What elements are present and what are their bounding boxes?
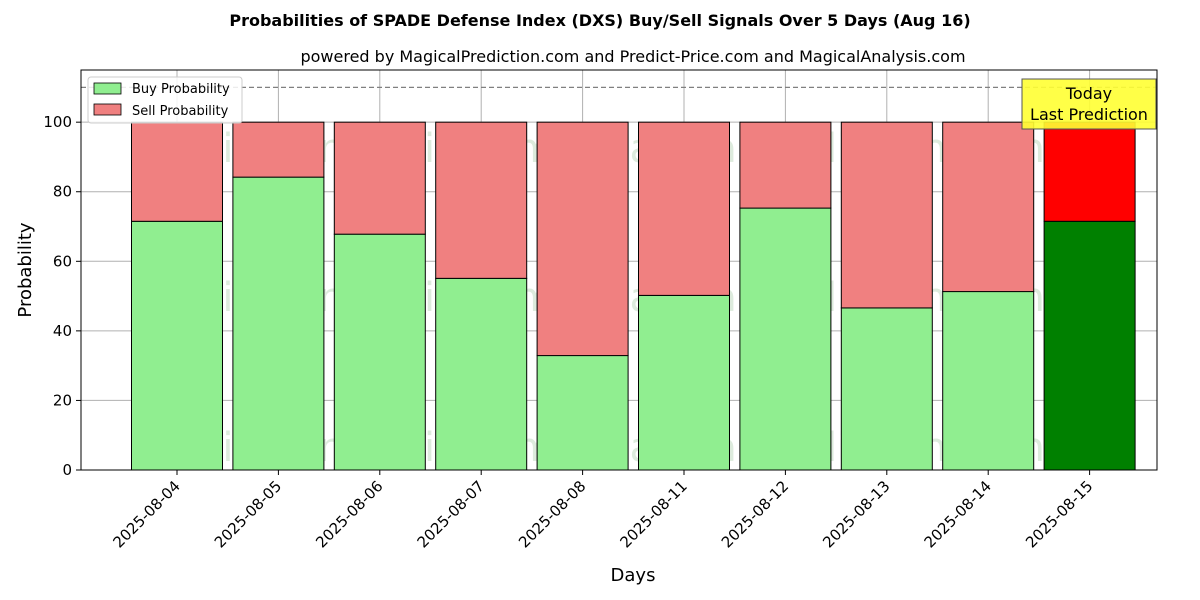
plot-frame [80, 69, 1158, 471]
bars-layer [131, 121, 1136, 471]
bar-sell-2025-08-12 [739, 121, 832, 209]
y-tick-label: 100 [43, 113, 72, 131]
x-tick-label: 2025-08-14 [921, 477, 995, 551]
bar-buy-2025-08-04 [131, 220, 223, 471]
y-tick-label: 60 [53, 252, 72, 270]
legend-label-sell: Sell Probability [132, 104, 229, 119]
legend-box [87, 76, 243, 124]
y-tick-label: 40 [53, 322, 72, 340]
x-tick-label: 2025-08-04 [109, 477, 183, 551]
x-tick-label: 2025-08-11 [616, 477, 690, 551]
legend-label-buy: Buy Probability [132, 82, 230, 97]
annotation-line-2: Last Prediction [1030, 105, 1148, 124]
bar-sell-2025-08-05 [232, 121, 325, 178]
bar-buy-2025-08-11 [638, 294, 730, 471]
today-annotation: Today Last Prediction [1021, 78, 1157, 130]
x-tick-label: 2025-08-13 [819, 477, 893, 551]
legend-swatch-buy [93, 82, 122, 95]
bar-sell-2025-08-06 [333, 121, 426, 235]
bar-buy-2025-08-06 [333, 233, 426, 471]
y-tick-label: 80 [53, 183, 72, 201]
x-tick-label: 2025-08-15 [1022, 477, 1096, 551]
x-tick-label: 2025-08-07 [414, 477, 488, 551]
legend-swatch-sell [93, 103, 122, 116]
x-tick-label: 2025-08-08 [515, 477, 589, 551]
y-tick-label: 20 [53, 391, 72, 409]
bar-sell-2025-08-14 [942, 121, 1035, 293]
bar-buy-2025-08-05 [232, 176, 325, 471]
bar-buy-2025-08-14 [942, 291, 1035, 471]
annotation-box [1021, 78, 1157, 130]
bar-buy-2025-08-08 [536, 355, 629, 471]
chart-subtitle: powered by MagicalPrediction.com and Pre… [300, 47, 965, 66]
x-ticks: 2025-08-04 2025-08-05 2025-08-06 2025-08-07… [109, 470, 1096, 551]
bar-buy-2025-08-07 [435, 277, 528, 471]
bar-buy-2025-08-13 [840, 307, 933, 471]
annotation-line-1: Today [1065, 84, 1112, 103]
x-tick-label: 2025-08-05 [211, 477, 285, 551]
chart-title: Probabilities of SPADE Defense Index (DX… [229, 11, 970, 30]
y-tick-label: 0 [62, 461, 72, 479]
y-axis-label: Probability [15, 222, 36, 317]
bar-sell-2025-08-11 [638, 121, 730, 296]
x-axis-label: Days [611, 565, 656, 586]
bar-buy-2025-08-12 [739, 207, 832, 471]
bar-sell-2025-08-04 [131, 121, 223, 222]
bar-sell-2025-08-08 [536, 121, 629, 357]
bar-sell-2025-08-07 [435, 121, 528, 279]
x-tick-label: 2025-08-12 [718, 477, 792, 551]
x-tick-label: 2025-08-06 [312, 477, 386, 551]
bar-buy-2025-08-15 [1043, 220, 1136, 471]
bar-sell-2025-08-15 [1043, 121, 1136, 222]
bar-sell-2025-08-13 [840, 121, 933, 309]
y-ticks: 0 20 40 60 80 100 [43, 113, 81, 479]
legend: Buy Probability Sell Probability [87, 76, 243, 124]
